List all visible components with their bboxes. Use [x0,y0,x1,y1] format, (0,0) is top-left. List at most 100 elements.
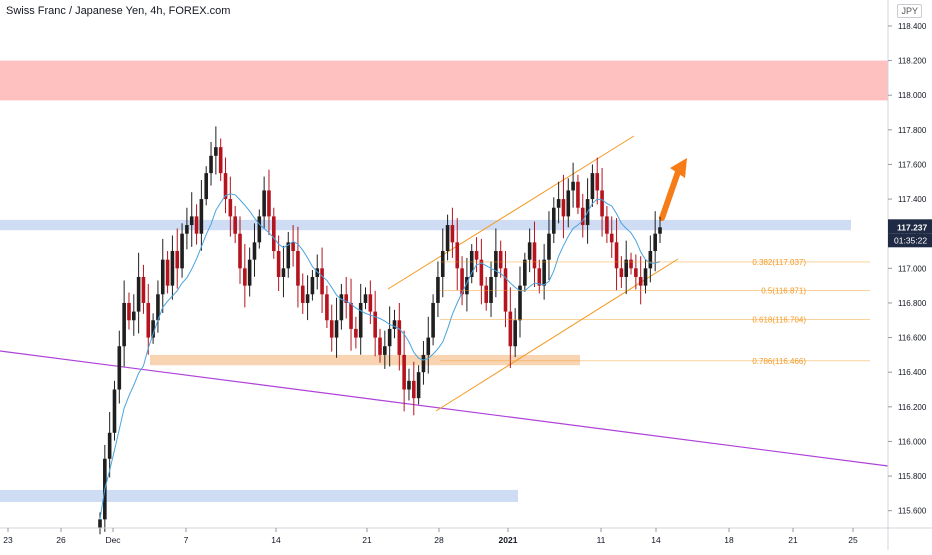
candle-body [436,276,440,303]
candle-body [223,173,228,200]
candle-body [146,302,151,338]
candle-body [407,380,411,390]
symbol-title[interactable]: Swiss Franc / Japanese Yen, 4h, FOREX.co… [6,5,231,17]
candle-body [474,251,479,260]
candle-body [600,190,604,217]
candle-body [431,302,435,338]
candle-body [590,173,595,200]
candles-layer [98,126,662,535]
zone-demand [150,354,580,366]
y-tick-label: 117.400 [898,195,927,204]
candle-body [508,311,513,347]
candle-body [426,337,431,355]
zone-lower-support [0,489,518,503]
candle-body [387,328,392,347]
candle-body [170,251,175,286]
candle-body [334,320,339,338]
candle-body [450,225,455,243]
zones-layer [0,60,888,503]
countdown-tag [888,233,932,248]
candle-body [498,251,503,269]
candle-body [354,328,358,338]
candle-body [127,302,131,321]
candle-body [571,181,575,191]
candle-body [527,242,532,260]
candle-body [228,199,233,217]
x-tick-label: 25 [848,535,858,545]
candle-body [392,320,397,329]
y-tick-label: 115.800 [898,472,927,481]
candle-body [445,225,450,252]
overlays-layer [0,135,889,467]
y-tick-label: 117.600 [898,160,927,169]
x-tick-label: 28 [434,535,444,545]
candle-body [624,259,629,277]
candle-body [518,285,522,321]
candle-body [363,294,368,303]
last-price-tag [888,219,932,234]
candle-body [503,268,508,312]
candle-body [547,233,551,260]
candle-body [339,294,344,321]
candle-body [368,294,373,312]
candle-body [383,346,387,355]
last-price-label: 117.237 [897,222,928,232]
candle-body [465,276,469,295]
candle-body [136,276,141,312]
candle-body [648,251,653,269]
candle-body [218,147,223,174]
candle-body [537,268,542,286]
candle-body [233,216,237,234]
y-tick-label: 116.400 [898,368,927,377]
candle-body [122,302,126,347]
zone-support [0,219,851,231]
candle-body [199,199,204,234]
candle-body [595,173,600,191]
x-tick-label: 14 [651,535,661,545]
x-tick-label: 11 [597,535,606,545]
candle-body [658,227,662,234]
candle-body [329,320,334,338]
x-tick-label: 26 [56,535,66,545]
candle-body [300,285,305,303]
candle-body [204,173,209,200]
countdown-label: 01:35:22 [894,235,927,245]
candle-body [141,276,146,303]
candle-body [281,268,286,277]
candle-body [489,276,493,303]
candle-body [373,311,377,338]
candle-body [344,294,349,303]
y-tick-label: 115.600 [898,507,927,516]
candle-body [160,259,165,295]
candle-body [551,207,556,234]
candle-body [151,320,155,338]
candle-body [556,199,561,208]
candle-body [638,276,643,286]
candle-body [175,251,180,269]
candle-body [189,216,194,226]
x-tick-label: 18 [724,535,734,545]
candle-body [484,285,489,303]
currency-badge[interactable]: JPY [897,4,922,18]
candle-body [532,242,537,269]
bullish-arrow-icon [670,158,687,178]
candle-body [107,432,112,459]
candle-body [180,233,184,269]
candle-body [619,268,624,277]
candle-body [320,268,324,295]
candle-body [156,294,160,321]
y-tick-label: 118.200 [898,57,927,66]
channel-lower-line [435,258,679,412]
candle-body [238,233,242,269]
x-tick-label: Dec [105,535,121,545]
candle-body [112,389,117,433]
moving-average-line [99,193,661,520]
candle-body [310,276,315,295]
candle-body [358,302,363,338]
candle-body [267,190,271,217]
fib-label: 0.5(116.871) [761,287,806,296]
candle-body [634,268,638,277]
candle-body [460,268,464,295]
